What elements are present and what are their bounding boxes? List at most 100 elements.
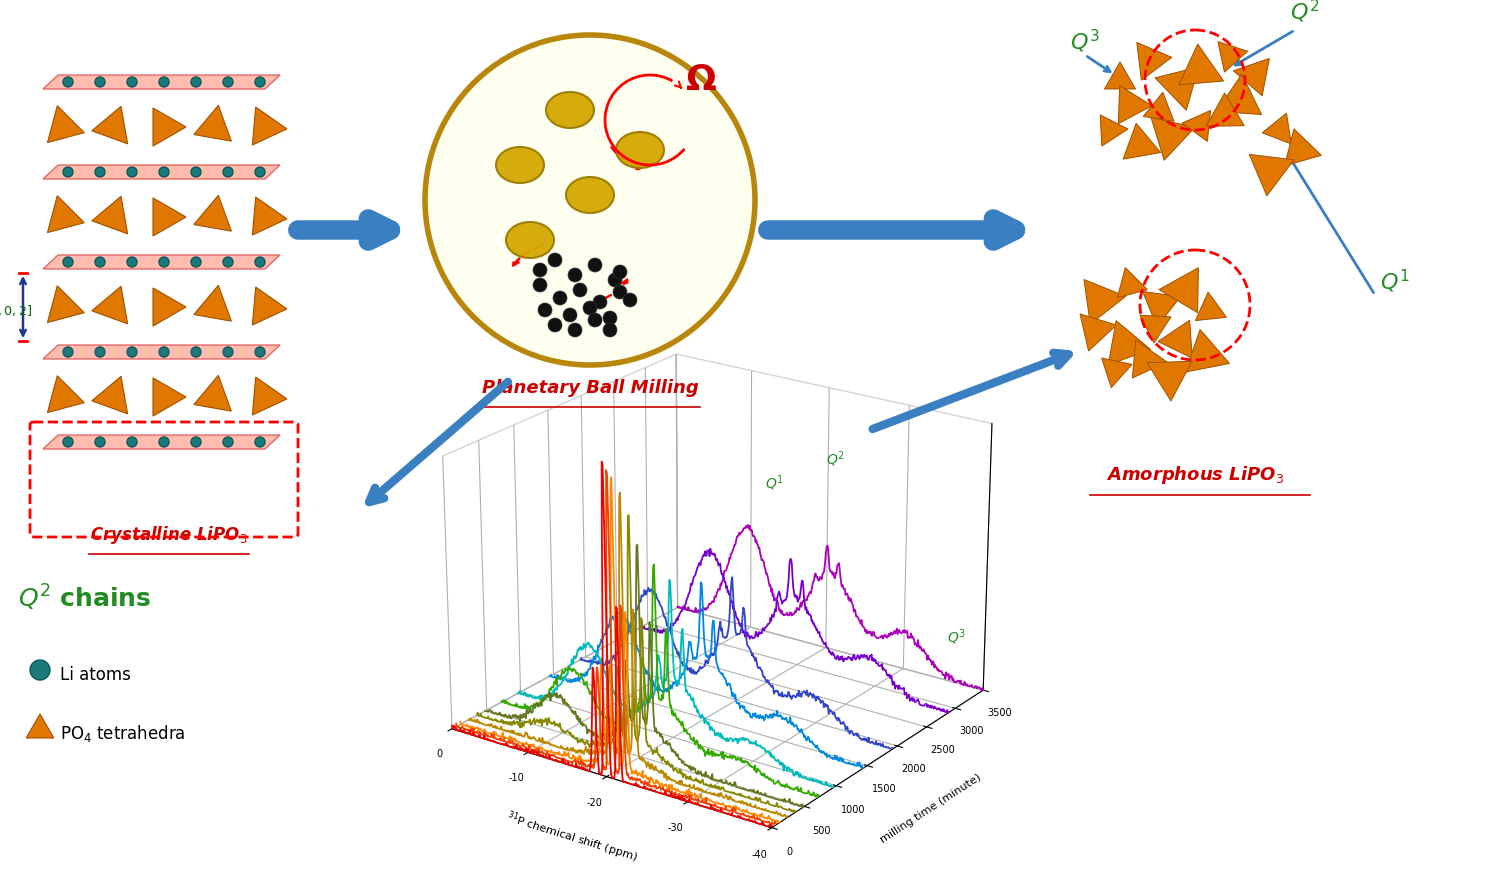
Circle shape	[95, 77, 105, 87]
Circle shape	[224, 257, 233, 267]
Circle shape	[159, 167, 170, 177]
Circle shape	[603, 323, 617, 337]
Circle shape	[159, 437, 170, 447]
Text: Crystalline LiPO$_3$: Crystalline LiPO$_3$	[90, 524, 248, 546]
Circle shape	[95, 167, 105, 177]
Text: $\mathbf{\Omega}$: $\mathbf{\Omega}$	[684, 63, 717, 97]
Ellipse shape	[495, 147, 543, 183]
Polygon shape	[1139, 315, 1171, 343]
Circle shape	[608, 273, 621, 287]
Polygon shape	[153, 288, 186, 326]
Circle shape	[567, 323, 582, 337]
Polygon shape	[1136, 43, 1172, 81]
Polygon shape	[194, 195, 231, 231]
Polygon shape	[1084, 279, 1126, 324]
Circle shape	[159, 347, 170, 357]
Circle shape	[63, 257, 74, 267]
Polygon shape	[153, 378, 186, 416]
Polygon shape	[44, 75, 281, 89]
Circle shape	[63, 167, 74, 177]
Circle shape	[128, 167, 137, 177]
Circle shape	[573, 283, 587, 297]
Circle shape	[63, 437, 74, 447]
Circle shape	[191, 167, 201, 177]
Polygon shape	[92, 106, 128, 144]
Circle shape	[623, 293, 636, 307]
Text: $Q^2$ chains: $Q^2$ chains	[18, 583, 152, 613]
Polygon shape	[92, 377, 128, 414]
Polygon shape	[1144, 92, 1174, 121]
Polygon shape	[1102, 358, 1132, 387]
Circle shape	[588, 258, 602, 272]
Y-axis label: milling time (minute): milling time (minute)	[878, 773, 983, 845]
Polygon shape	[1178, 44, 1223, 85]
Circle shape	[128, 77, 137, 87]
Polygon shape	[1195, 292, 1226, 321]
Polygon shape	[1142, 291, 1180, 327]
Polygon shape	[1159, 320, 1192, 358]
Polygon shape	[44, 255, 281, 269]
Polygon shape	[1105, 62, 1136, 89]
Circle shape	[224, 77, 233, 87]
Circle shape	[588, 313, 602, 327]
Polygon shape	[1249, 154, 1294, 196]
X-axis label: $^{31}$P chemical shift (ppm): $^{31}$P chemical shift (ppm)	[504, 808, 639, 867]
Circle shape	[552, 291, 567, 305]
Circle shape	[128, 257, 137, 267]
Polygon shape	[252, 377, 287, 415]
Text: $Q^3$: $Q^3$	[1070, 28, 1100, 55]
Polygon shape	[194, 105, 231, 141]
Circle shape	[159, 77, 170, 87]
Polygon shape	[48, 196, 84, 232]
Polygon shape	[1117, 268, 1147, 298]
Polygon shape	[1234, 58, 1270, 96]
Text: PO$_4$ tetrahedra: PO$_4$ tetrahedra	[60, 722, 186, 743]
Circle shape	[255, 347, 266, 357]
Text: Li atoms: Li atoms	[60, 666, 131, 684]
Circle shape	[255, 77, 266, 87]
Circle shape	[582, 301, 597, 315]
Text: $Q^2$: $Q^2$	[1289, 0, 1319, 26]
Text: Amorphous LiPO$_3$: Amorphous LiPO$_3$	[1106, 464, 1285, 486]
Circle shape	[128, 347, 137, 357]
Polygon shape	[26, 714, 54, 738]
Polygon shape	[1217, 42, 1247, 72]
Polygon shape	[1100, 115, 1127, 146]
Text: $d_{[2,0,2]}$: $d_{[2,0,2]}$	[0, 297, 32, 317]
Ellipse shape	[615, 132, 663, 168]
Polygon shape	[252, 197, 287, 235]
Polygon shape	[1132, 340, 1166, 378]
Polygon shape	[153, 198, 186, 236]
Polygon shape	[92, 197, 128, 234]
Text: $Q^1$: $Q^1$	[1379, 268, 1409, 295]
Circle shape	[533, 263, 546, 277]
Circle shape	[191, 257, 201, 267]
Polygon shape	[44, 435, 281, 449]
Ellipse shape	[566, 177, 614, 213]
Polygon shape	[1183, 111, 1211, 142]
Ellipse shape	[546, 92, 594, 128]
Circle shape	[533, 278, 546, 292]
Circle shape	[563, 308, 576, 322]
Polygon shape	[252, 287, 287, 325]
Polygon shape	[92, 286, 128, 324]
Circle shape	[255, 437, 266, 447]
Polygon shape	[1262, 113, 1291, 144]
Polygon shape	[48, 286, 84, 323]
Circle shape	[255, 257, 266, 267]
Polygon shape	[1118, 86, 1151, 124]
Polygon shape	[1186, 330, 1229, 372]
Circle shape	[30, 660, 50, 680]
Circle shape	[63, 347, 74, 357]
Polygon shape	[194, 285, 231, 321]
Circle shape	[593, 295, 606, 309]
Circle shape	[95, 257, 105, 267]
Polygon shape	[1154, 67, 1199, 110]
Circle shape	[612, 285, 627, 299]
Ellipse shape	[506, 222, 554, 258]
Polygon shape	[48, 376, 84, 413]
Circle shape	[95, 347, 105, 357]
Circle shape	[191, 437, 201, 447]
Circle shape	[537, 303, 552, 317]
Polygon shape	[44, 165, 281, 179]
